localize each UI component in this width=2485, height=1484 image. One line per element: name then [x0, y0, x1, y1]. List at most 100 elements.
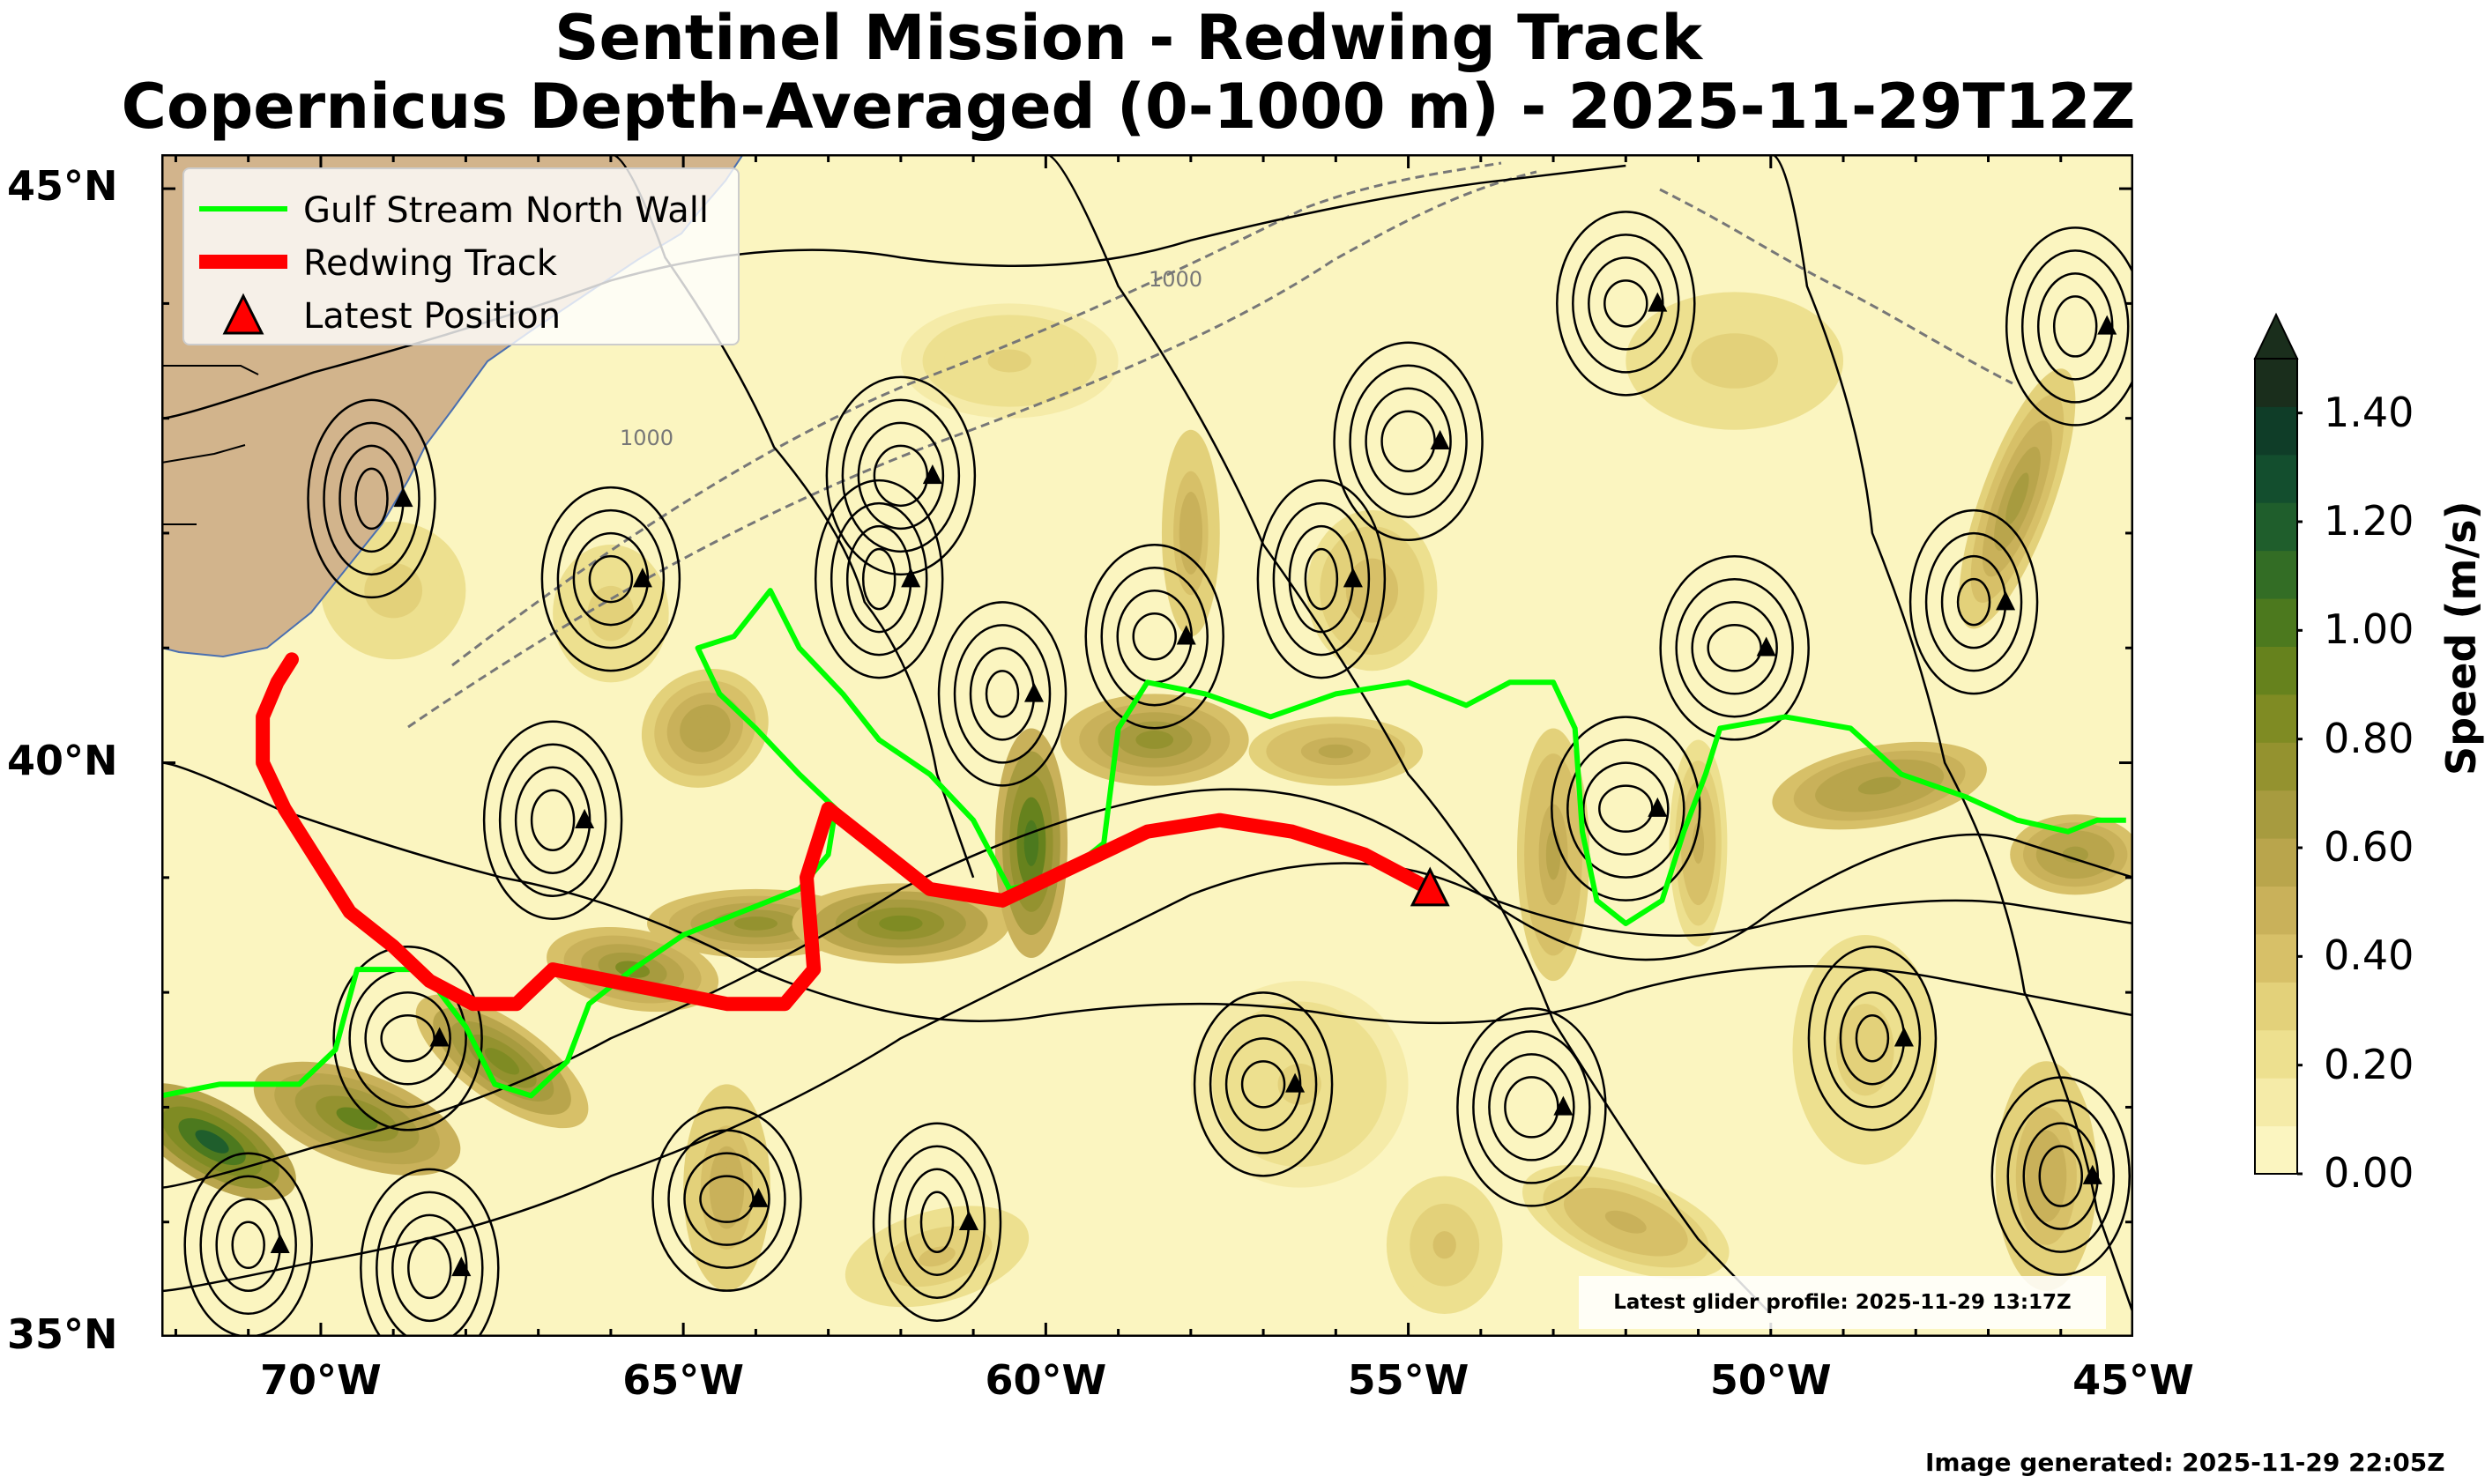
speed-field: [161, 292, 2133, 1314]
colorbar-segment: [2255, 359, 2297, 407]
streamline: [919, 1191, 955, 1253]
speed-contour: [1023, 820, 1039, 866]
bathymetry-contours: 1000 1000: [407, 161, 2013, 729]
flow-arrow-icon: [922, 464, 942, 485]
colorbar-tick-label: 0.40: [2324, 931, 2414, 980]
streamline: [830, 501, 928, 657]
flow-arrow-icon: [1343, 568, 1363, 588]
speed-contour: [692, 716, 718, 740]
lon-tick-label: 50°W: [1709, 1356, 1832, 1404]
state-boundary: [161, 365, 259, 525]
legend-item-track: Redwing Track: [184, 240, 738, 284]
streamline: [1770, 154, 2133, 1315]
red-triangle-icon: [222, 293, 264, 335]
lon-tick-label: 60°W: [985, 1356, 1107, 1404]
lon-tick-label: 55°W: [1347, 1356, 1469, 1404]
colorbar-label: Speed (m/s): [2437, 501, 2485, 775]
generated-note: Image generated: 2025-11-29 22:05Z: [1925, 1448, 2445, 1477]
flow-arrow-icon: [429, 1027, 450, 1047]
speed-contour: [987, 349, 1031, 373]
colorbar-segment: [2255, 406, 2297, 456]
streamline: [2038, 1145, 2084, 1207]
streamline: [1556, 211, 1696, 397]
colorbar-segment: [2255, 1029, 2297, 1079]
speed-contour: [1432, 1231, 1456, 1259]
streamline: [1272, 501, 1371, 657]
streamline: [199, 1175, 297, 1316]
streamline: [985, 670, 1020, 718]
colorbar-segment: [2255, 933, 2297, 983]
speed-contour: [599, 599, 623, 627]
streamline: [1240, 1060, 1286, 1109]
bathymetry-label: 1000: [620, 426, 673, 450]
flow-arrow-icon: [958, 1210, 979, 1230]
streamline: [1924, 531, 2023, 672]
bathymetry-label: 1000: [1149, 267, 1202, 292]
speed-contour: [1857, 776, 1901, 795]
flow-arrow-icon: [393, 487, 413, 508]
colorbar-segment: [2255, 1078, 2297, 1127]
streamline: [1488, 1053, 1575, 1161]
streamline: [825, 375, 977, 576]
streamline: [2006, 1099, 2116, 1253]
streamline: [1855, 1013, 1890, 1063]
streamline: [2005, 226, 2133, 427]
streamline: [1045, 154, 1772, 1315]
streamline: [1659, 555, 1810, 741]
colorbar-tick-label: 0.80: [2324, 714, 2414, 762]
flow-arrow-icon: [1996, 590, 2016, 611]
flow-arrow-icon: [1285, 1072, 1306, 1093]
speed-contour: [484, 1048, 520, 1075]
latest-position-marker: [1410, 866, 1450, 907]
streamline: [1807, 945, 1938, 1132]
flow-arrow-icon: [1553, 1095, 1574, 1116]
legend-label: Redwing Track: [303, 243, 557, 284]
legend: Gulf Stream North Wall Redwing Track Lat…: [182, 167, 740, 345]
streamline: [1084, 543, 1224, 730]
flow-arrow-icon: [1648, 797, 1668, 817]
green-line-icon: [199, 206, 287, 211]
streamline: [1551, 716, 1701, 902]
streamline: [1132, 612, 1177, 661]
lon-tick-label: 70°W: [260, 1356, 382, 1404]
streamline: [1572, 234, 1680, 374]
legend-item-north-wall: Gulf Stream North Wall: [184, 187, 738, 231]
streamline: [2052, 295, 2098, 358]
streamline: [651, 1106, 802, 1292]
streamline: [1193, 991, 1334, 1177]
streamline: [354, 467, 389, 531]
colorbar-segment: [2255, 886, 2297, 935]
flow-arrow-icon: [1176, 625, 1196, 645]
streamline: [1472, 1030, 1591, 1184]
colorbar: [2253, 312, 2303, 1176]
colorbar-tick-label: 0.20: [2324, 1040, 2414, 1088]
lat-tick-label: 35°N: [7, 1310, 118, 1358]
speed-contour: [1318, 744, 1354, 759]
colorbar-tick-label: 0.60: [2324, 823, 2414, 871]
colorbar-frame: [2254, 358, 2298, 1175]
streamline: [530, 789, 576, 851]
speed-contour: [1850, 1027, 1880, 1073]
speed-contour: [1185, 512, 1197, 554]
streamline: [161, 862, 2133, 1293]
streamline: [1603, 279, 1648, 328]
speed-contour: [195, 1130, 229, 1154]
speed-contour: [1712, 346, 1757, 375]
streamline: [814, 479, 944, 679]
legend-label: Gulf Stream North Wall: [303, 190, 710, 231]
speed-contour: [1692, 822, 1705, 864]
flow-arrow-icon: [748, 1187, 769, 1207]
colorbar-tick-label: 1.20: [2324, 497, 2414, 545]
streamline: [1365, 387, 1452, 495]
speed-contour: [733, 916, 778, 931]
flow-arrow-icon: [1756, 636, 1776, 657]
streamline: [2020, 249, 2130, 404]
streamline: [1956, 577, 1991, 627]
colorbar-segment: [2255, 694, 2297, 743]
flow-arrow-icon: [270, 1233, 290, 1254]
colorbar-segment: [2255, 790, 2297, 839]
streamline: [861, 547, 897, 611]
streamline: [841, 398, 961, 553]
axis-ticks: [161, 154, 2133, 1337]
redwing-track-line: [256, 652, 1438, 1012]
